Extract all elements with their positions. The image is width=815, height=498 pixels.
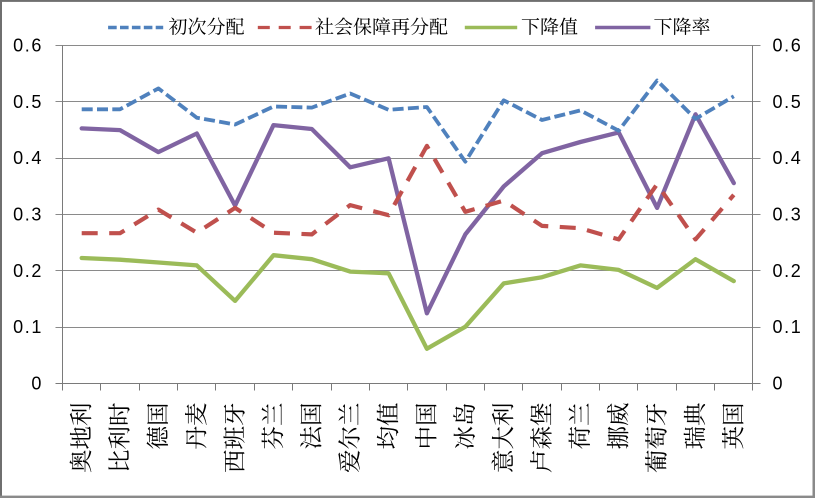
svg-text:0.6: 0.6: [773, 36, 803, 56]
svg-text:0.5: 0.5: [773, 92, 803, 112]
svg-text:0.4: 0.4: [773, 148, 803, 168]
svg-text:0.4: 0.4: [13, 148, 43, 168]
svg-text:0: 0: [31, 374, 43, 394]
svg-text:0.6: 0.6: [13, 36, 43, 56]
svg-text:0.2: 0.2: [13, 261, 43, 281]
svg-text:0.1: 0.1: [773, 317, 803, 337]
svg-text:0: 0: [773, 374, 785, 394]
svg-text:0.3: 0.3: [773, 205, 803, 225]
svg-text:0.3: 0.3: [13, 205, 43, 225]
svg-text:0.5: 0.5: [13, 92, 43, 112]
svg-text:0.2: 0.2: [773, 261, 803, 281]
svg-text:0.1: 0.1: [13, 317, 43, 337]
